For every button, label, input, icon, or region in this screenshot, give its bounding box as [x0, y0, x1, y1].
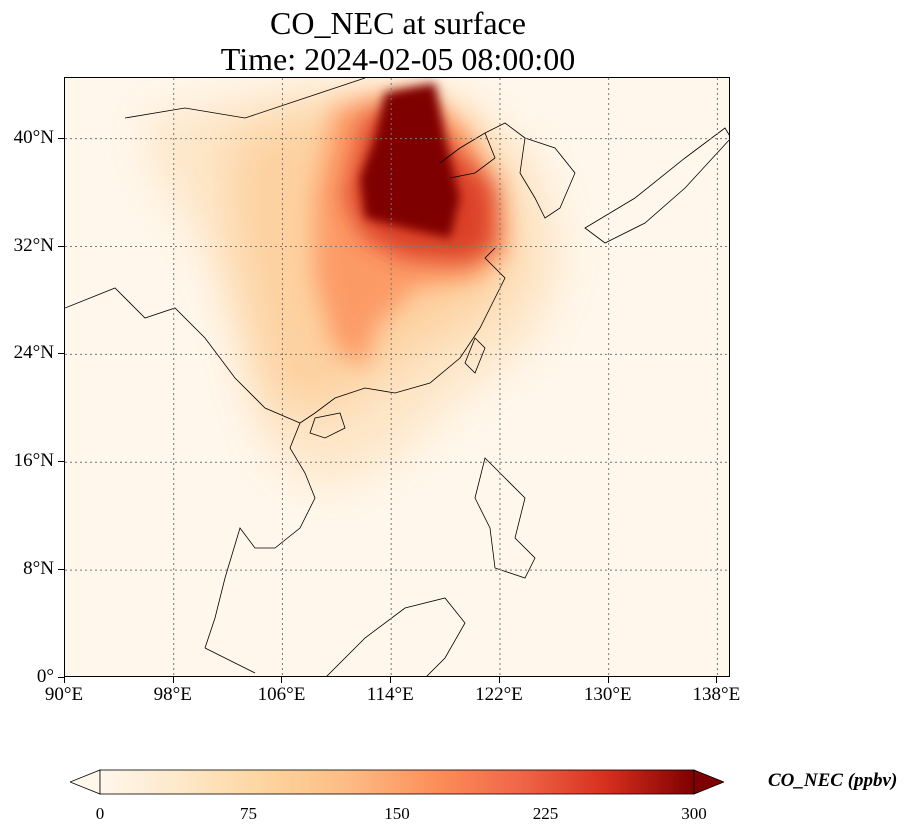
lat-tick-label: 8°N: [23, 558, 54, 580]
lat-tickmark: [58, 137, 64, 139]
lon-tickmark: [390, 677, 392, 683]
lat-tickmark: [58, 245, 64, 247]
korea-border: [484, 122, 526, 139]
lon-tickmark: [607, 677, 609, 683]
indochina-coastline: [204, 422, 316, 649]
lon-tickmark: [281, 677, 283, 683]
lat-tick-label: 32°N: [13, 234, 54, 256]
lon-tickmark: [64, 677, 65, 683]
colorbar-tick-label: 225: [532, 804, 559, 823]
lat-tickmark: [58, 569, 64, 571]
lat-tick-label: 40°N: [13, 126, 54, 148]
co-plume-field: [145, 83, 565, 488]
lat-tickmark: [58, 677, 64, 678]
colorbar-tick-label: 0: [95, 804, 105, 823]
lon-tick-label: 90°E: [44, 684, 84, 705]
colorbar-extend-high: [693, 769, 724, 795]
lon-tick-label: 138°E: [692, 684, 741, 705]
lat-tickmark: [58, 461, 64, 463]
hainan-coastline: [309, 412, 346, 439]
japan-coastline: [584, 127, 729, 244]
lon-tickmark: [172, 677, 174, 683]
map-title: CO_NEC at surface: [270, 5, 526, 41]
colorbar-extend-low: [70, 769, 101, 795]
colorbar-tick-label: 75: [240, 804, 257, 823]
lon-tick-label: 114°E: [366, 684, 414, 705]
colorbar-tick-label: 150: [384, 804, 410, 823]
map-plot-area: [64, 77, 730, 677]
lon-tick-label: 130°E: [583, 684, 632, 705]
lat-tick-label: 24°N: [13, 342, 54, 364]
malay-coastline: [204, 647, 256, 674]
lon-tickmark: [716, 677, 718, 683]
lon-tick-label: 122°E: [475, 684, 523, 705]
lon-tickmark: [498, 677, 500, 683]
china-southeast-coastline: [299, 247, 506, 424]
bohai-coastline: [439, 132, 496, 179]
map-time-subtitle: Time: 2024-02-05 08:00:00: [220, 41, 576, 77]
colorbar-tick-label: 300: [681, 804, 707, 823]
borneo-coastline: [326, 597, 466, 676]
northern-border: [124, 78, 366, 119]
lon-tick-label: 106°E: [257, 684, 306, 705]
colorbar-gradient: [99, 769, 695, 795]
colorbar: [70, 769, 724, 795]
philippines-coastline: [474, 457, 536, 579]
korea-coastline: [519, 137, 576, 219]
concentration-map: [65, 78, 729, 676]
lat-tick-label: 16°N: [13, 450, 54, 472]
taiwan-coastline: [464, 337, 486, 374]
lat-tick-label: 0°: [36, 666, 54, 687]
lat-tickmark: [58, 353, 64, 355]
plume-layer-peak: [360, 83, 460, 238]
lon-tick-label: 98°E: [153, 684, 192, 705]
map-gridlines: [65, 78, 729, 676]
mainland-border: [65, 287, 301, 424]
coastlines-and-borders: [65, 78, 729, 676]
colorbar-label: CO_NEC (ppbv): [768, 770, 898, 791]
